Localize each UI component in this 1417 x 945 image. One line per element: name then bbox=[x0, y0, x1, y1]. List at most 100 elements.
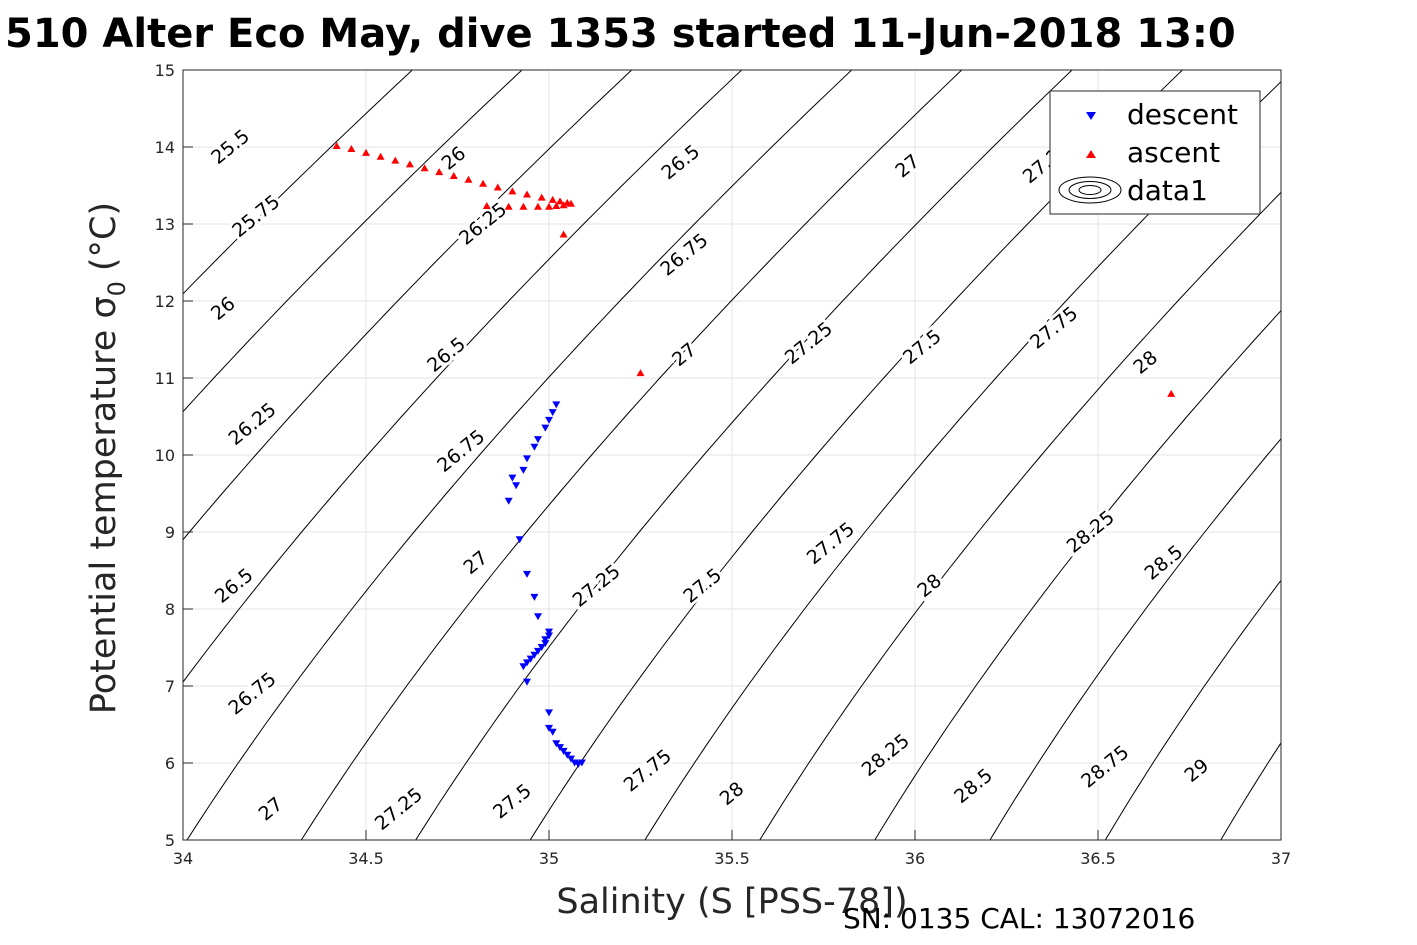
descent-point bbox=[545, 628, 553, 636]
isopycnal-line bbox=[183, 70, 633, 541]
ascent-point bbox=[508, 187, 517, 195]
descent-point bbox=[523, 678, 531, 686]
descent-point bbox=[530, 593, 539, 601]
legend-data1-label: data1 bbox=[1127, 174, 1208, 207]
y-axis-label: Potential temperature σ0 (°C) bbox=[84, 202, 131, 714]
descent-point bbox=[534, 436, 542, 444]
ascent-point bbox=[534, 202, 542, 210]
ascent-point bbox=[493, 183, 502, 191]
legend-box bbox=[1049, 90, 1261, 215]
ascent-point bbox=[332, 142, 341, 149]
y-tick-label: 14 bbox=[155, 138, 175, 157]
serial-calibration-footer: SN: 0135 CAL: 13072016 bbox=[843, 902, 1195, 935]
isopycnal-line bbox=[183, 70, 743, 683]
descent-point bbox=[508, 474, 517, 482]
isopycnal-line bbox=[1104, 579, 1281, 840]
descent-point bbox=[552, 740, 561, 748]
descent-point bbox=[545, 709, 553, 717]
y-tick-label: 5 bbox=[165, 831, 175, 850]
descent-point bbox=[512, 482, 521, 490]
ascent-point bbox=[559, 230, 568, 238]
y-tick-label: 11 bbox=[155, 369, 175, 388]
ascent-point bbox=[552, 202, 561, 209]
ascent-point bbox=[347, 145, 356, 152]
x-tick-label: 35.5 bbox=[714, 849, 750, 868]
x-tick-label: 34 bbox=[173, 849, 193, 868]
descent-point bbox=[530, 651, 539, 659]
descent-point bbox=[577, 759, 586, 767]
legend-descent-label: descent bbox=[1127, 98, 1238, 131]
isopycnal-line bbox=[759, 191, 1281, 840]
descent-point bbox=[556, 744, 564, 752]
isopycnal-line bbox=[415, 70, 1073, 840]
ascent-point bbox=[567, 199, 575, 207]
ascent-point bbox=[479, 179, 488, 187]
ascent-point bbox=[405, 160, 414, 168]
data-series bbox=[332, 142, 1176, 768]
legend: descent ascent data1 bbox=[1049, 90, 1261, 215]
descent-point bbox=[519, 663, 528, 671]
y-tick-label: 12 bbox=[155, 292, 175, 311]
y-axis-label-main: Potential temperature σ bbox=[84, 296, 124, 714]
descent-point bbox=[523, 455, 531, 463]
descent-point bbox=[563, 751, 572, 759]
descent-point bbox=[548, 728, 557, 736]
ascent-point bbox=[559, 201, 568, 209]
y-axis-ticks: 5 6 7 8 9 10 11 12 13 14 15 bbox=[155, 61, 193, 850]
ascent-point bbox=[556, 197, 564, 205]
x-tick-label: 36 bbox=[905, 849, 925, 868]
descent-point bbox=[545, 724, 553, 732]
ascent-point bbox=[391, 156, 400, 164]
ascent-point bbox=[449, 172, 458, 179]
descent-point bbox=[523, 659, 531, 667]
ascent-point bbox=[636, 369, 645, 377]
y-tick-label: 10 bbox=[155, 446, 175, 465]
legend-contour-icon bbox=[1058, 176, 1122, 204]
x-tick-label: 37 bbox=[1271, 849, 1291, 868]
descent-point bbox=[534, 613, 542, 621]
x-tick-label: 36.5 bbox=[1080, 849, 1116, 868]
descent-point bbox=[519, 466, 528, 474]
ascent-point bbox=[545, 202, 553, 210]
x-axis-label: Salinity (S [PSS-78]) bbox=[556, 882, 907, 922]
descent-point bbox=[515, 536, 524, 544]
ascent-point bbox=[464, 175, 473, 183]
y-axis-label-unit: (°C) bbox=[84, 202, 124, 271]
ascent-point bbox=[362, 148, 370, 156]
x-tick-label: 35 bbox=[539, 849, 559, 868]
isopycnal-line bbox=[183, 70, 523, 413]
isopycnal-line bbox=[186, 70, 853, 840]
descent-point bbox=[559, 747, 568, 755]
y-tick-label: 13 bbox=[155, 215, 175, 234]
isopycnal-line bbox=[874, 309, 1281, 840]
legend-ascent-marker bbox=[1086, 150, 1096, 158]
svg-text:Potential temperature σ0(°C): Potential temperature σ0 (°C) bbox=[84, 202, 131, 714]
y-axis-label-subscript: 0 bbox=[103, 281, 131, 296]
ascent-point bbox=[523, 190, 531, 198]
density-contours bbox=[183, 32, 1417, 879]
y-tick-label: 8 bbox=[165, 600, 175, 619]
x-tick-label: 34.5 bbox=[348, 849, 384, 868]
ascent-point bbox=[435, 168, 444, 176]
descent-point bbox=[534, 647, 542, 655]
isopycnal-line bbox=[300, 70, 963, 840]
isopycnal-line bbox=[1315, 32, 1417, 879]
y-tick-label: 7 bbox=[165, 677, 175, 696]
ascent-point bbox=[504, 202, 513, 210]
ascent-point bbox=[537, 193, 546, 201]
ascent-point bbox=[482, 202, 491, 209]
descent-point bbox=[545, 416, 553, 424]
descent-point bbox=[530, 443, 539, 451]
x-axis-ticks: 34 34.5 35 35.5 36 36.5 37 bbox=[173, 830, 1291, 868]
ascent-point bbox=[376, 152, 385, 160]
isopycnal-line bbox=[989, 437, 1281, 840]
ascent-point bbox=[1167, 389, 1176, 397]
y-tick-label: 6 bbox=[165, 754, 175, 773]
isopycnal-line bbox=[183, 70, 414, 295]
descent-point bbox=[567, 755, 575, 763]
descent-point bbox=[541, 424, 550, 432]
ascent-point bbox=[548, 195, 557, 203]
legend-ascent-label: ascent bbox=[1127, 136, 1220, 169]
descent-point bbox=[504, 497, 513, 505]
